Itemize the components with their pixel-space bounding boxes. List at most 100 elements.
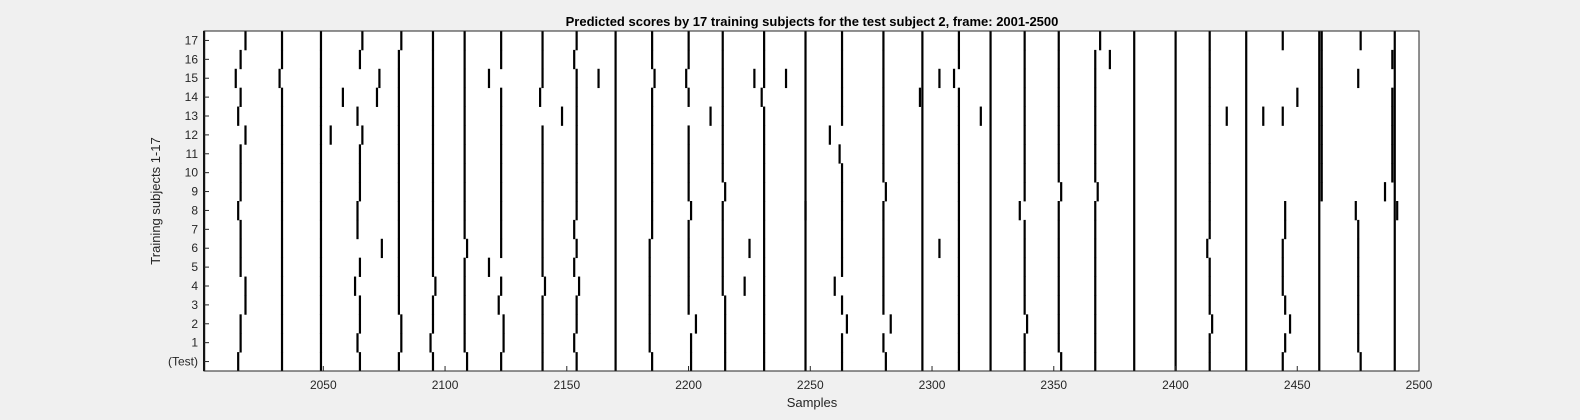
event-mark xyxy=(687,276,690,296)
event-mark xyxy=(1357,238,1360,259)
event-mark xyxy=(280,125,284,145)
event-mark xyxy=(1281,276,1284,296)
event-mark xyxy=(573,49,576,70)
event-mark xyxy=(763,333,766,353)
event-mark xyxy=(840,201,844,221)
event-mark xyxy=(1281,238,1284,259)
event-mark xyxy=(651,201,654,221)
event-mark xyxy=(1359,31,1362,51)
event-mark xyxy=(687,31,690,51)
event-mark xyxy=(239,257,242,277)
event-mark xyxy=(573,257,576,277)
event-mark xyxy=(1057,238,1060,259)
event-mark xyxy=(431,201,435,221)
y-tick-label: 12 xyxy=(185,128,199,142)
event-mark xyxy=(1023,333,1026,353)
event-mark xyxy=(575,31,578,51)
event-mark xyxy=(748,238,751,259)
event-mark xyxy=(280,276,284,296)
event-mark xyxy=(709,106,712,126)
event-mark xyxy=(1208,352,1211,372)
event-mark xyxy=(541,31,544,51)
event-mark xyxy=(431,31,435,51)
event-mark xyxy=(1208,182,1211,202)
event-mark xyxy=(1094,68,1097,89)
event-mark xyxy=(577,276,581,296)
event-mark xyxy=(763,163,766,183)
event-mark xyxy=(882,238,885,259)
event-mark xyxy=(1391,163,1394,183)
event-mark xyxy=(319,144,323,164)
event-mark xyxy=(687,125,690,145)
event-mark xyxy=(397,238,400,259)
event-mark xyxy=(431,352,435,372)
event-mark xyxy=(1320,68,1323,89)
event-mark xyxy=(497,295,500,315)
event-mark xyxy=(500,238,503,259)
event-mark xyxy=(358,144,362,164)
event-mark xyxy=(541,163,544,183)
event-mark xyxy=(431,182,435,202)
event-mark xyxy=(353,276,357,296)
event-mark xyxy=(687,257,690,277)
event-mark xyxy=(957,201,961,221)
x-tick-label: 2050 xyxy=(310,378,337,392)
event-mark xyxy=(763,295,766,315)
event-mark xyxy=(244,276,247,296)
event-mark xyxy=(397,182,400,202)
event-mark xyxy=(651,31,654,51)
event-mark xyxy=(763,182,766,202)
event-mark xyxy=(840,352,844,372)
event-mark xyxy=(280,295,284,315)
event-mark xyxy=(1018,201,1021,221)
event-mark xyxy=(840,49,844,70)
event-mark xyxy=(319,333,323,353)
x-tick-label: 2400 xyxy=(1162,378,1189,392)
event-mark xyxy=(560,106,564,126)
event-mark xyxy=(575,87,578,107)
event-mark xyxy=(889,314,892,334)
event-mark xyxy=(502,333,505,353)
event-mark xyxy=(918,87,922,107)
event-mark xyxy=(397,201,400,221)
event-mark xyxy=(840,238,844,259)
event-mark xyxy=(341,87,344,107)
event-mark xyxy=(1262,106,1265,126)
event-mark xyxy=(1057,295,1060,315)
event-mark xyxy=(1383,182,1387,202)
event-mark xyxy=(1025,314,1029,334)
event-mark xyxy=(487,257,491,277)
event-mark xyxy=(541,295,544,315)
plot-area xyxy=(204,31,1419,371)
event-mark xyxy=(1284,333,1287,353)
common-event-mark xyxy=(1133,31,1136,371)
event-mark xyxy=(1211,314,1214,334)
event-mark xyxy=(1094,201,1097,221)
event-mark xyxy=(575,182,578,202)
event-mark xyxy=(687,163,690,183)
event-mark xyxy=(882,31,885,51)
event-mark xyxy=(840,106,844,126)
event-mark xyxy=(541,219,544,240)
event-mark xyxy=(463,144,466,164)
event-mark xyxy=(763,314,766,334)
event-mark xyxy=(280,106,284,126)
event-mark xyxy=(1094,238,1097,259)
event-mark xyxy=(1281,106,1284,126)
event-mark xyxy=(804,201,807,221)
event-mark xyxy=(1208,219,1211,240)
event-mark xyxy=(541,314,544,334)
event-mark xyxy=(239,163,242,183)
event-mark xyxy=(1057,201,1060,221)
event-mark xyxy=(463,68,466,89)
event-mark xyxy=(882,257,885,277)
x-tick-label: 2450 xyxy=(1284,378,1311,392)
event-mark xyxy=(1281,352,1284,372)
event-mark xyxy=(840,333,844,353)
event-mark xyxy=(1094,106,1097,126)
event-mark xyxy=(833,276,836,296)
event-mark xyxy=(689,201,693,221)
event-mark xyxy=(724,182,727,202)
event-mark xyxy=(280,201,284,221)
event-mark xyxy=(319,352,323,372)
